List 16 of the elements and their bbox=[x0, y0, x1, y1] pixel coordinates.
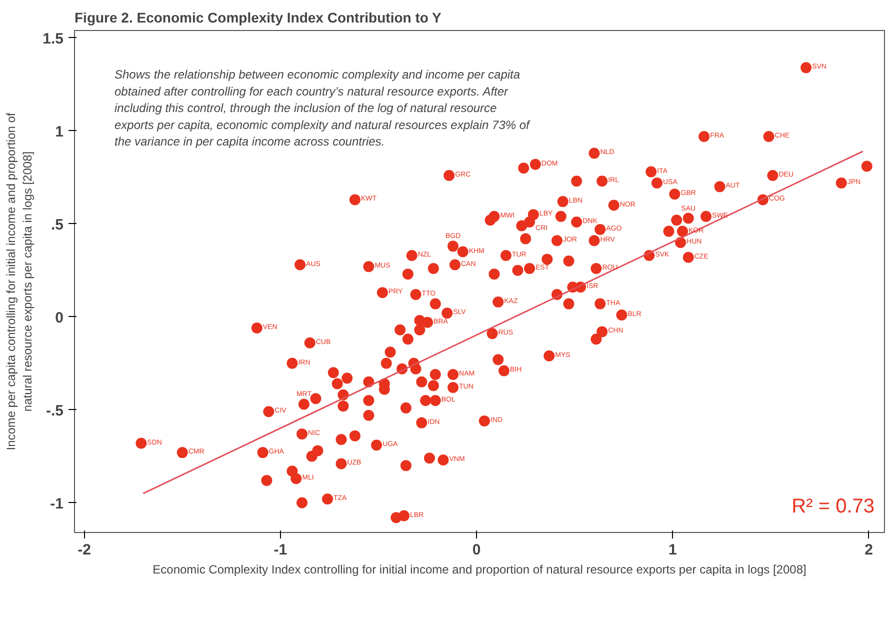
x-tick-label: -1 bbox=[274, 542, 288, 558]
y-tick-label: -.5 bbox=[46, 402, 64, 420]
x-tick-label: -2 bbox=[78, 542, 91, 558]
y-tick-label: .5 bbox=[50, 216, 64, 234]
y-tick-label: 1.5 bbox=[42, 30, 64, 48]
y-tick-label: 0 bbox=[55, 309, 64, 326]
x-axis-title: Economic Complexity Index controlling for initial income and proportion of natural resource exports per capita in logs [2008] bbox=[152, 562, 806, 576]
x-tick-label: 2 bbox=[864, 542, 873, 558]
annotation: Shows the relationship between economic complexity and income per capita obtained after controlling for each country’s natural resource exports. After including this control, through the inclusion of the log of natural resource exports per capita, economic complexity and natural resources explain 73% of the variance in per capita income across countries. bbox=[114, 68, 532, 149]
chart-title: Figure 2. Economic Complexity Index Contribution to Y bbox=[74, 10, 442, 26]
y-axis-title: Income per capita controlling for initial income and proportion of natural resource exports per capita in logs [2008] bbox=[4, 112, 35, 450]
x-tick-label: 0 bbox=[472, 542, 481, 558]
y-tick-label: 1 bbox=[55, 123, 64, 140]
y-tick-label: -1 bbox=[50, 495, 64, 512]
x-tick-label: 1 bbox=[668, 542, 677, 558]
annotation: R² = 0.73 bbox=[792, 496, 875, 518]
